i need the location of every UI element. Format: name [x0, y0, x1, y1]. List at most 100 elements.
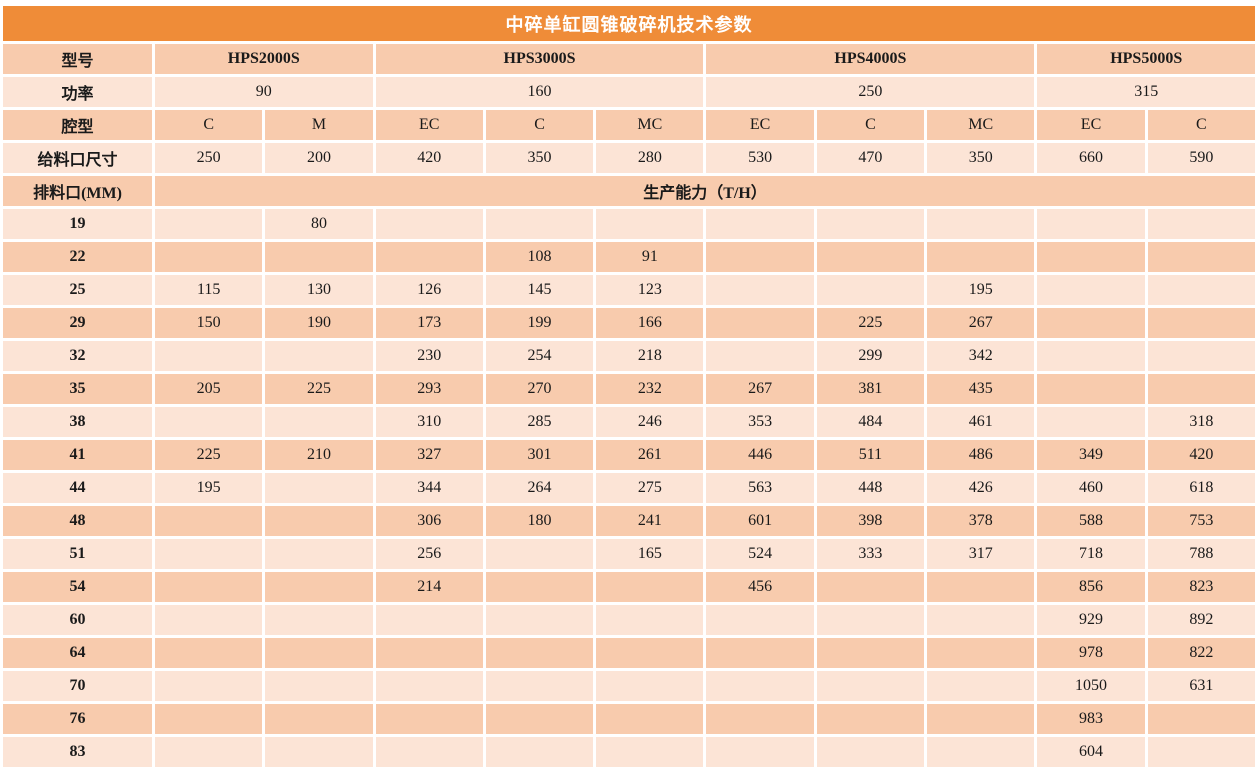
- capacity-cell: [1144, 371, 1255, 407]
- capacity-cell: [262, 503, 376, 539]
- capacity-cell: [593, 569, 707, 605]
- capacity-cell: 210: [262, 437, 376, 473]
- capacity-cell: 342: [924, 338, 1038, 374]
- feed-row: 给料口尺寸 250 200 420 350 280 530 470 350 66…: [0, 140, 1255, 176]
- power-row-label: 功率: [0, 74, 155, 110]
- capacity-cell: [262, 635, 376, 671]
- capacity-cell: 306: [372, 503, 486, 539]
- capacity-cell: 264: [482, 470, 597, 506]
- capacity-cell: 123: [593, 272, 707, 308]
- table-row: 83 604: [0, 734, 1255, 769]
- capacity-cell: [151, 734, 266, 769]
- capacity-cell: 145: [482, 272, 597, 308]
- table-row: 32 230 254 218 299 342: [0, 338, 1255, 374]
- feed-size-cell: 470: [813, 140, 928, 176]
- feed-size-cell: 530: [703, 140, 817, 176]
- discharge-size-cell: 54: [0, 569, 155, 605]
- capacity-cell: [372, 734, 486, 769]
- spec-table: 中碎单缸圆锥破碎机技术参数 型号 HPS2000S HPS3000S HPS40…: [0, 3, 1255, 769]
- capacity-cell: [703, 734, 817, 769]
- capacity-cell: 293: [372, 371, 486, 407]
- capacity-cell: 225: [262, 371, 376, 407]
- discharge-header-row: 排料口(MM) 生产能力（T/H）: [0, 173, 1255, 209]
- capacity-cell: 446: [703, 437, 817, 473]
- discharge-size-cell: 32: [0, 338, 155, 374]
- capacity-cell: 983: [1034, 701, 1148, 737]
- capacity-cell: [1144, 305, 1255, 341]
- capacity-cell: [262, 404, 376, 440]
- capacity-cell: [1034, 305, 1148, 341]
- capacity-cell: 618: [1144, 470, 1255, 506]
- capacity-cell: [1034, 239, 1148, 275]
- capacity-cell: 310: [372, 404, 486, 440]
- model-row: 型号 HPS2000S HPS3000S HPS4000S HPS5000S: [0, 41, 1255, 77]
- capacity-cell: [151, 536, 266, 572]
- feed-size-cell: 350: [924, 140, 1038, 176]
- discharge-size-cell: 44: [0, 470, 155, 506]
- capacity-cell: 218: [593, 338, 707, 374]
- capacity-cell: [813, 635, 928, 671]
- model-name-cell: HPS2000S: [152, 41, 376, 77]
- cavity-row: 腔型 C M EC C MC EC C MC EC C: [0, 107, 1255, 143]
- discharge-row-label: 排料口(MM): [0, 173, 155, 209]
- capacity-cell: 317: [924, 536, 1038, 572]
- capacity-cell: [1144, 272, 1255, 308]
- capacity-cell: 267: [703, 371, 817, 407]
- capacity-cell: 130: [262, 272, 376, 308]
- capacity-cell: 256: [372, 536, 486, 572]
- capacity-cell: 241: [593, 503, 707, 539]
- capacity-cell: [372, 239, 486, 275]
- capacity-cell: 225: [151, 437, 266, 473]
- feed-row-label: 给料口尺寸: [0, 140, 155, 176]
- capacity-cell: 333: [813, 536, 928, 572]
- capacity-cell: 398: [813, 503, 928, 539]
- discharge-size-cell: 29: [0, 305, 155, 341]
- capacity-cell: [262, 536, 376, 572]
- capacity-cell: 460: [1034, 470, 1148, 506]
- capacity-cell: [593, 206, 707, 242]
- capacity-cell: [262, 569, 376, 605]
- capacity-cell: [924, 206, 1038, 242]
- capacity-cell: 511: [813, 437, 928, 473]
- capacity-cell: 353: [703, 404, 817, 440]
- capacity-cell: [482, 734, 597, 769]
- capacity-cell: [372, 602, 486, 638]
- capacity-cell: 978: [1034, 635, 1148, 671]
- capacity-cell: [482, 668, 597, 704]
- capacity-cell: [151, 701, 266, 737]
- capacity-cell: [813, 239, 928, 275]
- capacity-cell: [1034, 404, 1148, 440]
- capacity-cell: [482, 602, 597, 638]
- discharge-size-cell: 48: [0, 503, 155, 539]
- capacity-cell: 166: [593, 305, 707, 341]
- table-row: 19 80: [0, 206, 1255, 242]
- discharge-size-cell: 51: [0, 536, 155, 572]
- discharge-size-cell: 41: [0, 437, 155, 473]
- capacity-cell: [703, 668, 817, 704]
- capacity-cell: [703, 206, 817, 242]
- capacity-cell: 420: [1144, 437, 1255, 473]
- capacity-cell: 344: [372, 470, 486, 506]
- capacity-cell: [924, 668, 1038, 704]
- capacity-cell: 285: [482, 404, 597, 440]
- capacity-cell: 165: [593, 536, 707, 572]
- table-row: 54 214 456 856 823: [0, 569, 1255, 605]
- capacity-cell: 856: [1034, 569, 1148, 605]
- table-row: 35 205 225 293 270 232 267 381 435: [0, 371, 1255, 407]
- capacity-cell: 108: [482, 239, 597, 275]
- feed-size-cell: 350: [482, 140, 597, 176]
- capacity-cell: [1034, 272, 1148, 308]
- model-name-cell: HPS3000S: [372, 41, 707, 77]
- capacity-cell: 1050: [1034, 668, 1148, 704]
- capacity-cell: [372, 701, 486, 737]
- capacity-cell: 270: [482, 371, 597, 407]
- capacity-cell: [482, 206, 597, 242]
- capacity-cell: 199: [482, 305, 597, 341]
- capacity-cell: [151, 602, 266, 638]
- cavity-cell: M: [262, 107, 376, 143]
- capacity-cell: 214: [372, 569, 486, 605]
- capacity-cell: 461: [924, 404, 1038, 440]
- capacity-cell: 91: [593, 239, 707, 275]
- capacity-cell: [482, 701, 597, 737]
